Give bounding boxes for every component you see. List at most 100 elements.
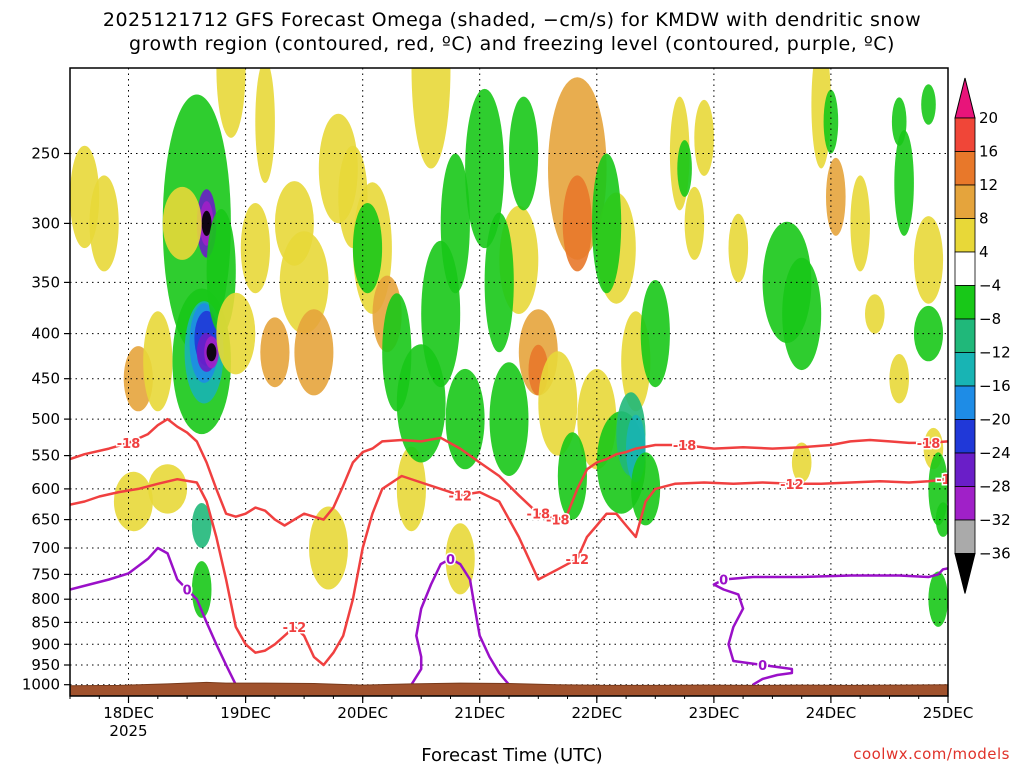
y-tick-label: 600 (31, 480, 60, 498)
x-tick-label: 25DEC (923, 704, 974, 722)
colorbar-band (955, 453, 975, 487)
y-tick-label: 300 (31, 214, 60, 232)
chart-plot: -18-18-18-18-18-12-12-12-12-120000 25030… (0, 0, 1024, 768)
x-tick-sublabel: 2025 (109, 722, 147, 740)
contour-dgz-minus18-label: -18 (917, 437, 941, 452)
colorbar-label: −8 (979, 310, 1001, 328)
omega-blob (207, 343, 217, 361)
colorbar-band (955, 286, 975, 320)
colorbar-label: −16 (979, 377, 1011, 395)
y-tick-label: 550 (31, 447, 60, 465)
contour-dgz-minus12-label: -12 (566, 553, 590, 568)
colorbar-label: 4 (979, 243, 989, 261)
omega-blob (255, 60, 275, 183)
omega-blob (694, 100, 714, 176)
omega-blob (865, 294, 885, 333)
omega-blob (155, 0, 214, 68)
colorbar-band (955, 487, 975, 521)
x-tick-label: 24DEC (806, 704, 857, 722)
y-tick-label: 250 (31, 145, 60, 163)
colorbar-band (955, 118, 975, 152)
colorbar-label: 20 (979, 109, 998, 127)
contour-freezing-level-label: 0 (758, 659, 767, 674)
contour-dgz-minus18-label: -18 (117, 437, 141, 452)
y-tick-label: 350 (31, 273, 60, 291)
colorbar-band (955, 152, 975, 186)
terrain-ground (70, 682, 948, 696)
y-tick-label: 450 (31, 370, 60, 388)
y-axis: 250 300 350 400 450 500 550 600 650 700 750 800 850 9… (22, 145, 70, 694)
y-tick-label: 900 (31, 635, 60, 653)
colorbar-band (955, 252, 975, 286)
x-tick-label: 18DEC (103, 704, 154, 722)
omega-blob (294, 309, 333, 395)
y-tick-label: 800 (31, 590, 60, 608)
omega-blob (260, 317, 289, 387)
x-tick-label: 19DEC (220, 704, 271, 722)
contour-dgz-minus12-label: -12 (448, 489, 472, 504)
omega-blob (677, 140, 692, 197)
colorbar-band (955, 78, 975, 118)
x-tick-label: 20DEC (337, 704, 388, 722)
x-tick-label: 23DEC (689, 704, 740, 722)
colorbar-label: −12 (979, 344, 1011, 362)
colorbar-band (955, 420, 975, 454)
contour-freezing-level-label: 0 (446, 553, 455, 568)
contour-dgz-minus12-label: -12 (780, 478, 804, 493)
omega-blob (685, 187, 705, 260)
omega-blob (412, 0, 451, 169)
colorbar-label: −20 (979, 411, 1011, 429)
omega-blob (490, 362, 529, 476)
y-tick-label: 400 (31, 325, 60, 343)
y-tick-label: 750 (31, 565, 60, 583)
colorbar-label: 8 (979, 210, 989, 228)
y-tick-label: 650 (31, 511, 60, 529)
x-tick-label: 22DEC (572, 704, 623, 722)
y-tick-label: 950 (31, 656, 60, 674)
omega-blob (143, 311, 172, 411)
y-tick-label: 700 (31, 539, 60, 557)
colorbar-label: 12 (979, 176, 998, 194)
omega-blob (824, 90, 839, 154)
omega-blob (892, 97, 907, 145)
omega-blob (826, 158, 846, 236)
contour-freezing-level (70, 548, 236, 685)
credit-link[interactable]: coolwx.com/models (853, 745, 1010, 763)
contour-dgz-minus12-label: -12 (283, 621, 307, 636)
omega-blob (894, 130, 914, 236)
colorbar-label: 16 (979, 143, 998, 161)
contour-dgz-minus18-label: -18 (673, 439, 697, 454)
omega-blob (114, 472, 153, 531)
colorbar-band (955, 185, 975, 219)
colorbar-band (955, 554, 975, 594)
omega-blob (641, 280, 670, 387)
omega-blob (353, 203, 382, 293)
terrain (70, 682, 948, 696)
contour-dgz-minus18-label: -18 (546, 514, 570, 529)
omega-blob (914, 216, 943, 304)
colorbar-label: −24 (979, 444, 1011, 462)
colorbar-band (955, 319, 975, 353)
omega-blob (921, 84, 936, 125)
y-tick-label: 850 (31, 613, 60, 631)
omega-blob (850, 175, 870, 271)
colorbar-band (955, 520, 975, 554)
colorbar: 20 16 12 8 4 −4 −8 −12 −16 −20 −24 −28 −32 −36 (955, 78, 1011, 594)
contour-freezing-level-label: 0 (719, 574, 728, 589)
omega-blob (729, 214, 749, 283)
omega-blob (446, 369, 485, 469)
contour-freezing-level-label: 0 (183, 584, 192, 599)
colorbar-label: −28 (979, 478, 1011, 496)
colorbar-label: −4 (979, 277, 1001, 295)
colorbar-band (955, 386, 975, 420)
omega-blob (163, 187, 202, 260)
omega-blob (509, 97, 538, 211)
omega-shading (70, 0, 950, 627)
omega-blob (216, 0, 245, 138)
colorbar-label: −32 (979, 511, 1011, 529)
x-tick-label: 21DEC (454, 704, 505, 722)
y-tick-label: 1000 (22, 676, 60, 694)
colorbar-label: −36 (979, 545, 1011, 563)
colorbar-band (955, 219, 975, 253)
